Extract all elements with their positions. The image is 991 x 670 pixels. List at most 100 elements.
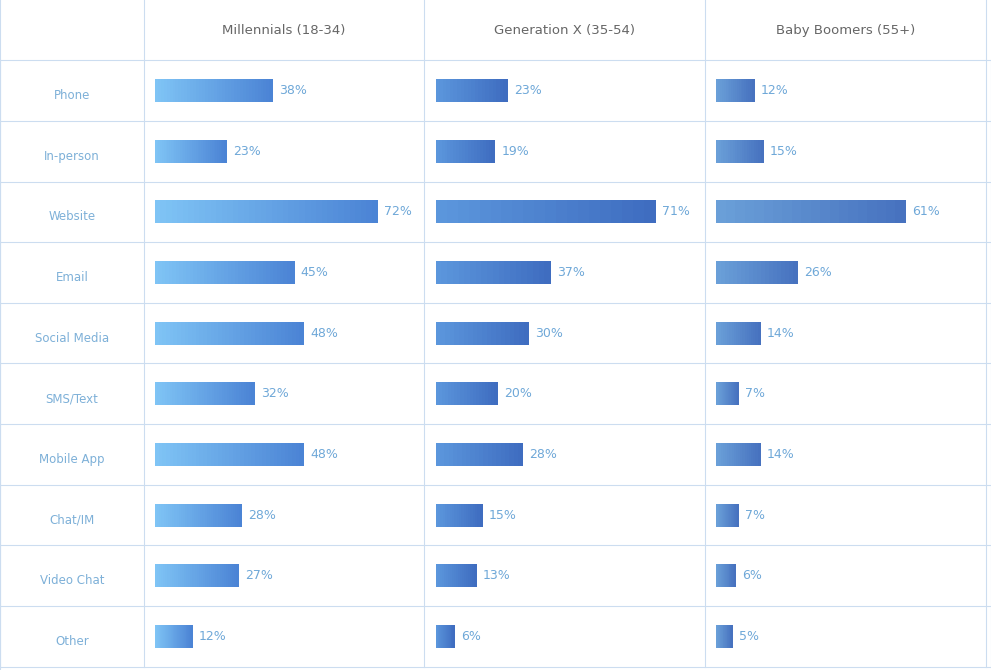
- Bar: [443, 79, 447, 102]
- Bar: [727, 504, 729, 527]
- Bar: [199, 443, 204, 466]
- Bar: [436, 79, 440, 102]
- Bar: [173, 322, 178, 344]
- Text: 28%: 28%: [529, 448, 557, 461]
- Bar: [164, 625, 165, 648]
- Bar: [292, 443, 296, 466]
- Bar: [288, 443, 293, 466]
- Bar: [447, 200, 459, 223]
- Bar: [719, 504, 721, 527]
- Bar: [450, 625, 452, 648]
- Bar: [217, 140, 220, 163]
- Bar: [720, 504, 722, 527]
- Bar: [245, 261, 250, 284]
- Bar: [472, 79, 476, 102]
- Bar: [167, 504, 171, 527]
- Bar: [170, 504, 173, 527]
- Bar: [205, 504, 208, 527]
- Bar: [157, 564, 161, 587]
- Bar: [867, 200, 878, 223]
- Bar: [731, 564, 733, 587]
- Bar: [199, 200, 206, 223]
- Bar: [461, 383, 465, 405]
- Bar: [473, 322, 479, 344]
- Bar: [466, 504, 469, 527]
- Bar: [191, 625, 193, 648]
- Bar: [725, 625, 726, 648]
- Bar: [208, 79, 212, 102]
- Bar: [234, 564, 237, 587]
- Bar: [247, 383, 250, 405]
- Bar: [214, 322, 219, 344]
- Bar: [723, 79, 726, 102]
- Bar: [196, 564, 200, 587]
- Bar: [178, 140, 180, 163]
- Bar: [184, 322, 189, 344]
- Bar: [475, 504, 479, 527]
- Bar: [454, 79, 458, 102]
- Bar: [195, 322, 200, 344]
- Bar: [175, 625, 177, 648]
- Bar: [197, 383, 200, 405]
- Bar: [730, 504, 732, 527]
- Bar: [238, 200, 245, 223]
- Bar: [755, 443, 758, 466]
- Bar: [181, 443, 185, 466]
- Bar: [233, 443, 238, 466]
- Bar: [158, 504, 161, 527]
- Bar: [441, 261, 448, 284]
- Bar: [274, 443, 278, 466]
- Bar: [717, 504, 719, 527]
- Bar: [160, 625, 162, 648]
- Bar: [231, 79, 235, 102]
- Bar: [737, 504, 739, 527]
- Bar: [721, 140, 724, 163]
- Bar: [527, 261, 534, 284]
- Bar: [500, 443, 505, 466]
- Bar: [493, 79, 497, 102]
- Bar: [745, 200, 755, 223]
- Bar: [277, 200, 283, 223]
- Bar: [177, 200, 183, 223]
- Bar: [482, 261, 489, 284]
- Bar: [263, 443, 268, 466]
- Bar: [172, 504, 175, 527]
- Bar: [233, 200, 239, 223]
- Bar: [252, 79, 256, 102]
- Bar: [802, 200, 812, 223]
- Bar: [188, 200, 195, 223]
- Bar: [523, 200, 535, 223]
- Bar: [821, 200, 830, 223]
- Bar: [166, 625, 168, 648]
- Bar: [470, 261, 477, 284]
- Bar: [237, 79, 241, 102]
- Bar: [716, 79, 719, 102]
- Bar: [740, 322, 743, 344]
- Bar: [445, 322, 451, 344]
- Bar: [727, 625, 729, 648]
- Bar: [848, 200, 859, 223]
- Bar: [213, 504, 216, 527]
- Bar: [457, 79, 462, 102]
- Bar: [212, 383, 215, 405]
- Bar: [170, 140, 173, 163]
- Bar: [453, 140, 457, 163]
- Bar: [217, 383, 220, 405]
- Bar: [468, 564, 471, 587]
- Text: 5%: 5%: [739, 630, 759, 643]
- Bar: [178, 504, 182, 527]
- Bar: [182, 625, 184, 648]
- Bar: [468, 79, 473, 102]
- Bar: [538, 261, 545, 284]
- Bar: [175, 564, 178, 587]
- Bar: [284, 322, 289, 344]
- Bar: [436, 504, 439, 527]
- Bar: [724, 261, 729, 284]
- Bar: [466, 564, 469, 587]
- Bar: [167, 383, 170, 405]
- Bar: [448, 383, 452, 405]
- Bar: [210, 200, 217, 223]
- Bar: [728, 140, 731, 163]
- Bar: [736, 261, 741, 284]
- Bar: [299, 200, 306, 223]
